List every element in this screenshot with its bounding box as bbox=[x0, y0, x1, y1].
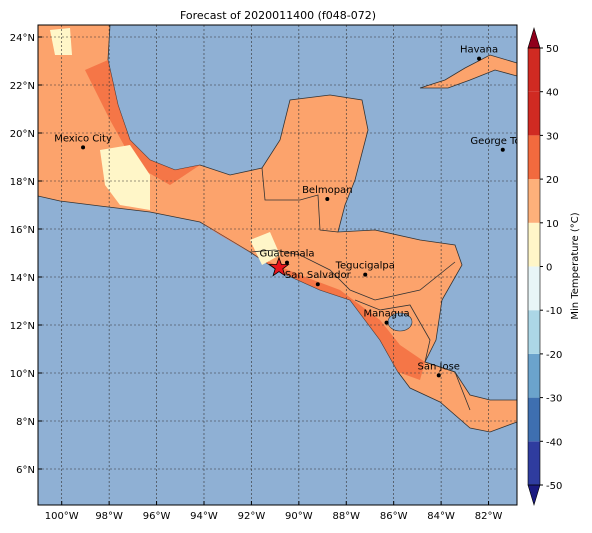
colorbar-tick-label: 40 bbox=[546, 88, 559, 99]
y-tick-label: 14°N bbox=[10, 273, 35, 284]
x-tick-label: 84°W bbox=[427, 511, 455, 522]
colorbar-segment bbox=[528, 397, 540, 442]
map-frame bbox=[37, 24, 518, 506]
y-tick-label: 10°N bbox=[10, 369, 35, 380]
colorbar-tick-label: 20 bbox=[546, 175, 559, 186]
map-title: Forecast of 2020011400 (f048-072) bbox=[180, 9, 376, 22]
warm-patch-coast bbox=[200, 222, 425, 380]
colorbar-segment bbox=[528, 179, 540, 223]
colorbar-extend-high bbox=[527, 26, 541, 49]
warm-patch bbox=[85, 60, 200, 185]
y-tick-label: 20°N bbox=[10, 129, 35, 140]
city-label: Mexico City bbox=[54, 133, 112, 144]
city-marker bbox=[384, 320, 389, 325]
y-tick-label: 6°N bbox=[16, 465, 35, 476]
x-tick-label: 88°W bbox=[332, 511, 360, 522]
colorbar-segment bbox=[528, 353, 540, 398]
x-tick-label: 90°W bbox=[285, 511, 313, 522]
colorbar-segment bbox=[528, 310, 540, 354]
colorbar-label: Min Temperature (°C) bbox=[570, 212, 581, 319]
colorbar-tick-label: -40 bbox=[546, 437, 562, 448]
city-label: Belmopan bbox=[302, 185, 352, 196]
colorbar-tick-label: 0 bbox=[546, 263, 552, 274]
colorbar-segment bbox=[528, 266, 540, 311]
colorbar-segment bbox=[528, 222, 540, 267]
colorbar-tick-label: -50 bbox=[546, 481, 562, 492]
colorbar-segment bbox=[528, 135, 540, 180]
colorbar-tick-label: -10 bbox=[546, 306, 562, 317]
borders bbox=[354, 299, 471, 411]
city-marker bbox=[315, 282, 320, 287]
x-tick-label: 86°W bbox=[380, 511, 408, 522]
colorbar-tick-label: 30 bbox=[546, 131, 559, 142]
map-area: Havana Mexico City George Town Belmopan Guat… bbox=[38, 25, 535, 505]
y-tick-label: 12°N bbox=[10, 321, 35, 332]
y-tick-label: 22°N bbox=[10, 81, 35, 92]
x-tick-label: 92°W bbox=[238, 511, 266, 522]
colorbar-segment bbox=[528, 441, 540, 485]
cool-patch bbox=[100, 145, 150, 210]
colorbar-tick-label: -30 bbox=[546, 394, 562, 405]
cool-patch-2 bbox=[50, 28, 72, 55]
x-tick-label: 94°W bbox=[190, 511, 218, 522]
star-marker bbox=[268, 256, 290, 277]
y-tick-label: 24°N bbox=[10, 33, 35, 44]
colorbar-tick-label: 50 bbox=[546, 44, 559, 55]
y-tick-label: 8°N bbox=[16, 417, 35, 428]
x-tick-label: 100°W bbox=[45, 511, 79, 522]
city-label: San Salvador bbox=[285, 270, 352, 281]
x-tick-label: 98°W bbox=[95, 511, 123, 522]
city-marker bbox=[284, 260, 289, 265]
city-label: Tegucigalpa bbox=[335, 261, 395, 272]
y-tick-label: 16°N bbox=[10, 225, 35, 236]
city-label: San Jose bbox=[418, 361, 460, 372]
city-marker bbox=[325, 197, 330, 201]
x-tick-label: 96°W bbox=[143, 511, 171, 522]
city-marker bbox=[500, 147, 505, 152]
colorbar-tick-label: -20 bbox=[546, 350, 562, 361]
colorbar-extend-low bbox=[527, 484, 541, 507]
city-marker bbox=[436, 373, 441, 378]
land-cuba bbox=[419, 54, 517, 89]
colorbar-segment bbox=[528, 48, 540, 92]
city-marker bbox=[363, 272, 368, 277]
city-marker bbox=[81, 145, 86, 150]
city-label: Managua bbox=[364, 309, 410, 320]
colorbar-tick-label: 10 bbox=[546, 219, 559, 230]
x-tick-label: 82°W bbox=[475, 511, 503, 522]
city-marker bbox=[477, 56, 482, 61]
city-label: George Town bbox=[470, 136, 535, 147]
city-label: Havana bbox=[460, 45, 498, 56]
borders bbox=[261, 167, 339, 233]
borders bbox=[249, 249, 456, 301]
y-tick-label: 18°N bbox=[10, 177, 35, 188]
colorbar-segment bbox=[528, 91, 540, 136]
city-label: Guatemala bbox=[259, 249, 314, 260]
cool-patch-3 bbox=[250, 232, 280, 265]
